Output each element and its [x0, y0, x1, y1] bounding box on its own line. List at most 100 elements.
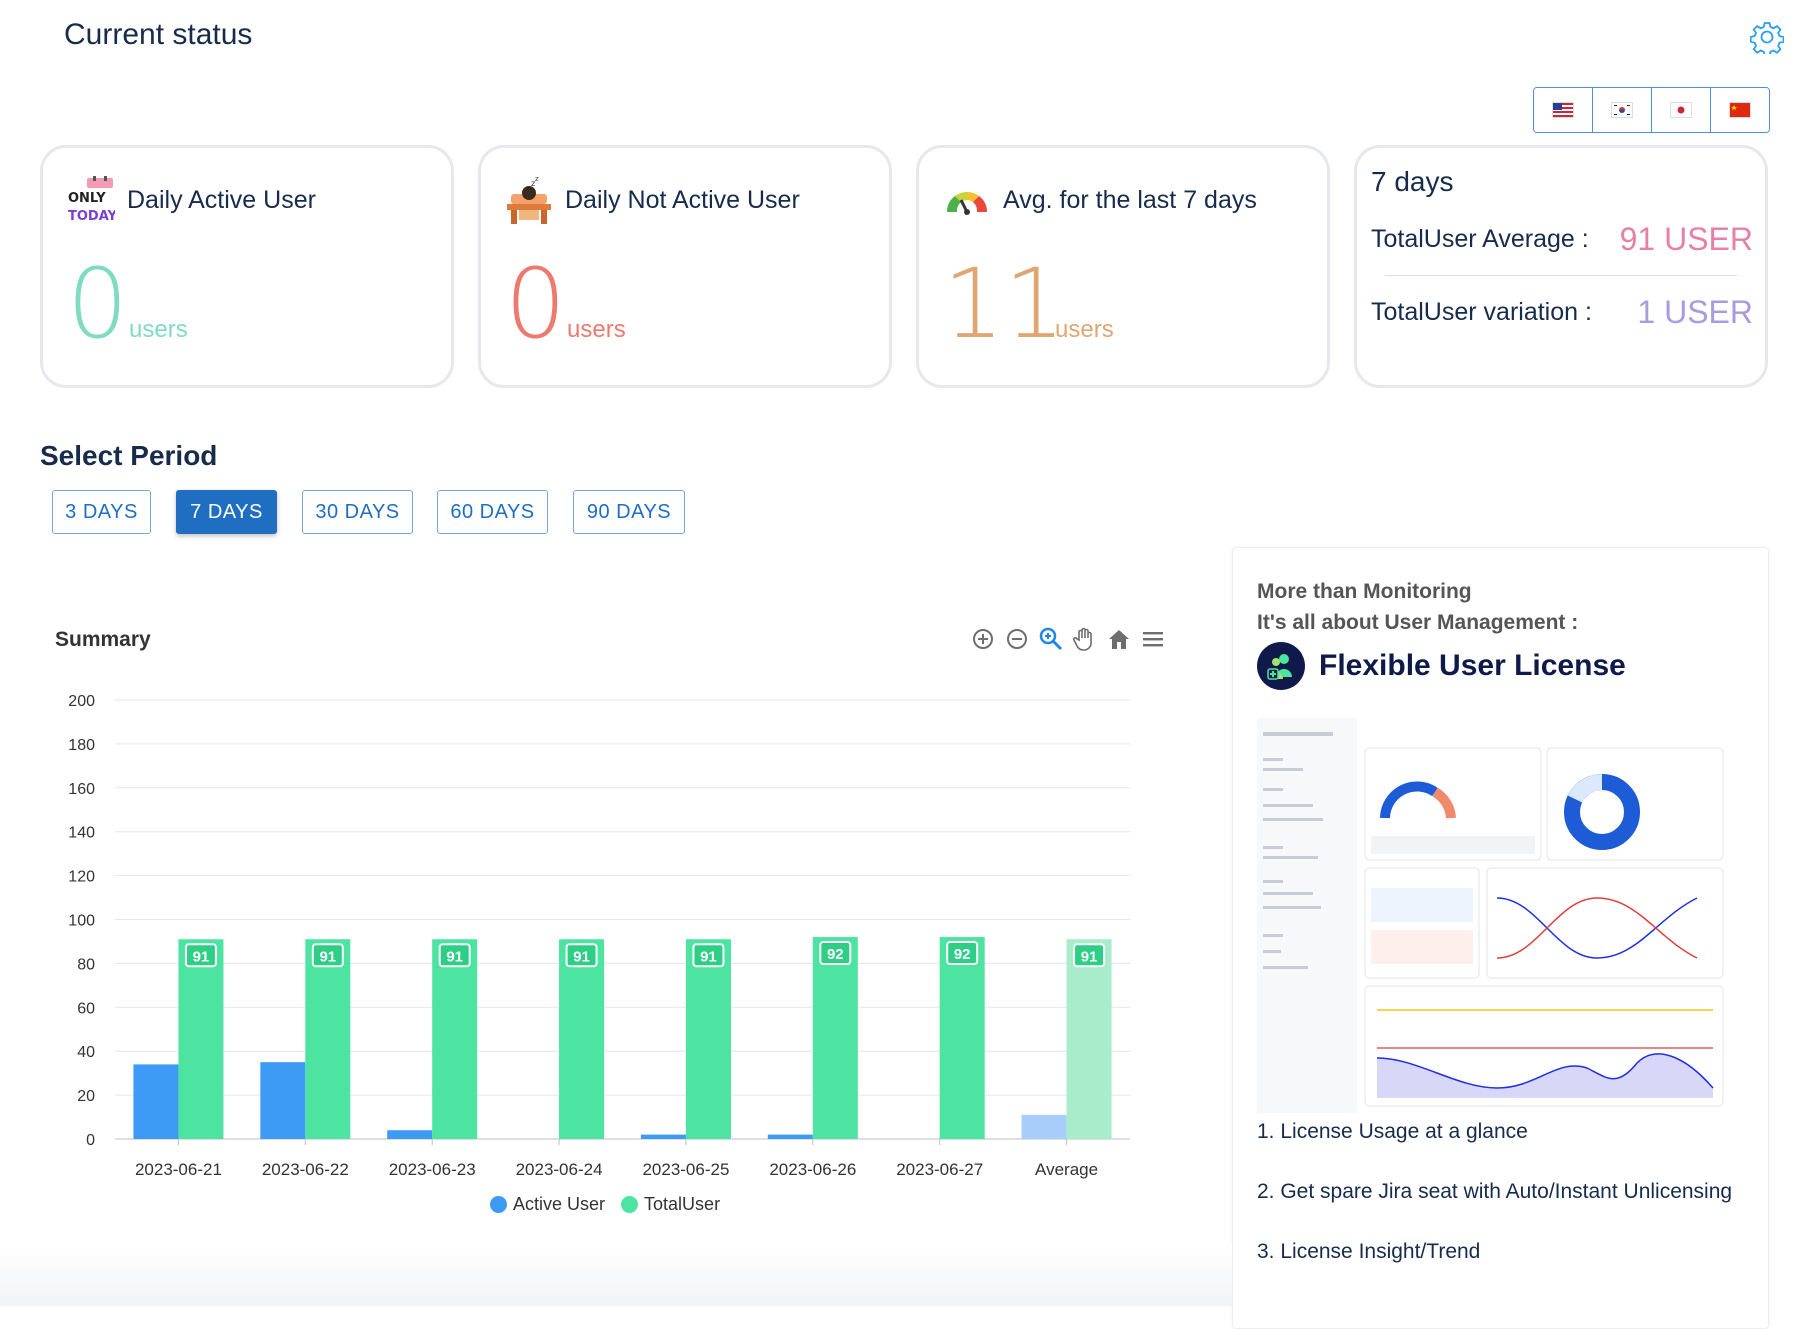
stats-label: TotalUser Average : [1371, 225, 1589, 253]
summary-bar-chart: 0 20 40 60 80 100 120 140 160 180 200 91 2023-06-21 9… [68, 693, 1130, 1179]
x-tick-label: 2023-06-25 [642, 1160, 729, 1179]
y-tick-label: 20 [77, 1088, 95, 1105]
period-90-days-button[interactable]: 90 DAYS [573, 490, 685, 534]
promo-heading: More than Monitoring It's all about User… [1257, 576, 1578, 638]
active-user-bar[interactable] [767, 1134, 813, 1139]
legend-marker [621, 1196, 639, 1213]
y-tick-label: 100 [68, 913, 95, 930]
svg-text:TODAY: TODAY [68, 209, 115, 224]
data-label: 91 [1081, 948, 1098, 965]
active-user-bar[interactable] [260, 1062, 306, 1139]
data-label-badge [184, 943, 217, 968]
jp-flag-icon [1670, 102, 1692, 118]
svg-text:z: z [531, 179, 535, 188]
page-bottom-fade [0, 1245, 1232, 1306]
promo-line-2: It's all about User Management : [1257, 611, 1579, 634]
x-tick-label: 2023-06-22 [262, 1160, 349, 1179]
page-title: Current status [64, 18, 253, 51]
data-label-badge [946, 941, 979, 966]
us-flag-icon [1552, 102, 1574, 118]
language-selector [1533, 87, 1770, 133]
total-user-bar[interactable] [178, 939, 224, 1139]
period-30-days-button[interactable]: 30 DAYS [302, 490, 413, 534]
total-user-bar[interactable] [685, 939, 731, 1139]
feature-item: 1. License Usage at a glance [1257, 1120, 1528, 1143]
period-60-days-button[interactable]: 60 DAYS [437, 490, 548, 534]
total-user-bar[interactable] [305, 939, 351, 1139]
legend-item-active-user[interactable]: Active User [490, 1194, 605, 1215]
promo-panel: More than Monitoring It's all about User… [1232, 547, 1769, 1329]
total-user-bar[interactable] [1066, 939, 1112, 1139]
period-7-days-button[interactable]: 7 DAYS [176, 490, 277, 534]
card-title: Avg. for the last 7 days [1003, 186, 1257, 214]
y-tick-label: 160 [68, 781, 95, 798]
x-tick-label: 2023-06-24 [516, 1160, 603, 1179]
language-button-ko[interactable] [1593, 88, 1652, 132]
data-label: 91 [446, 948, 463, 965]
y-tick-label: 80 [77, 956, 95, 973]
y-tick-label: 180 [68, 737, 95, 754]
active-user-bar[interactable] [133, 1064, 179, 1139]
card-title: Daily Active User [127, 186, 316, 214]
selection-zoom-icon[interactable] [1038, 626, 1064, 652]
y-tick-label: 140 [68, 825, 95, 842]
total-user-bar[interactable] [559, 939, 605, 1139]
kr-flag-icon [1611, 102, 1633, 118]
total-user-bar[interactable] [939, 937, 985, 1139]
data-label-badge [692, 943, 725, 968]
svg-text:z: z [535, 176, 539, 183]
seven-days-stats-card: 7 days TotalUser Average : 91 USER Total… [1354, 145, 1768, 388]
card-unit: users [567, 316, 626, 343]
data-label: 91 [573, 948, 590, 965]
active-user-bar[interactable] [640, 1134, 686, 1139]
speedometer-icon [943, 176, 991, 226]
legend-label: TotalUser [644, 1194, 721, 1214]
summary-chart-title: Summary [55, 628, 151, 651]
legend-item-total-user[interactable]: TotalUser [621, 1194, 720, 1215]
total-user-bar[interactable] [812, 937, 858, 1139]
pan-hand-icon[interactable] [1072, 626, 1098, 652]
period-3-days-button[interactable]: 3 DAYS [52, 490, 151, 534]
data-label-badge [565, 943, 598, 968]
data-label: 92 [827, 946, 844, 963]
total-user-variation-row: TotalUser variation : 1 USER [1371, 294, 1753, 331]
data-label: 91 [319, 948, 336, 965]
x-tick-label: Average [1035, 1160, 1098, 1179]
data-label-badge [311, 943, 344, 968]
data-label-badge [438, 943, 471, 968]
language-button-en[interactable] [1534, 88, 1593, 132]
feature-item: 3. License Insight/Trend [1257, 1240, 1481, 1263]
daily-not-active-user-card: z z Daily Not Active User 0 users [478, 145, 892, 388]
y-tick-label: 200 [68, 693, 95, 710]
active-user-bar[interactable] [1021, 1114, 1067, 1139]
x-tick-label: 2023-06-23 [389, 1160, 476, 1179]
active-user-bar[interactable] [387, 1130, 433, 1139]
language-button-ja[interactable] [1652, 88, 1711, 132]
zoom-in-icon[interactable] [970, 626, 996, 652]
settings-gear-icon[interactable] [1749, 20, 1785, 57]
brand[interactable]: Flexible User License [1257, 642, 1626, 690]
product-screenshot [1257, 718, 1735, 1113]
divider [1385, 275, 1737, 276]
total-user-bar[interactable] [432, 939, 478, 1139]
chart-toolbar [970, 626, 1166, 652]
card-title: Daily Not Active User [565, 186, 800, 214]
svg-text:ONLY: ONLY [68, 191, 106, 206]
card-unit: users [129, 316, 188, 343]
card-unit: users [1055, 316, 1114, 343]
flexible-user-license-logo-icon [1257, 642, 1305, 690]
feature-item: 2. Get spare Jira seat with Auto/Instant… [1257, 1180, 1733, 1203]
select-period-title: Select Period [40, 440, 218, 471]
card-value: 0 [505, 248, 567, 360]
stats-value: 91 USER [1619, 221, 1753, 257]
reset-home-icon[interactable] [1106, 626, 1132, 652]
card-value: 0 [67, 248, 129, 360]
y-tick-label: 60 [77, 1000, 95, 1017]
menu-icon[interactable] [1140, 626, 1166, 652]
brand-name: Flexible User License [1319, 649, 1626, 682]
sleeping-desk-icon: z z [505, 175, 553, 226]
zoom-out-icon[interactable] [1004, 626, 1030, 652]
avg-last-7-days-card: Avg. for the last 7 days 11 users [916, 145, 1330, 388]
legend-marker [490, 1196, 507, 1213]
language-button-zh[interactable] [1711, 88, 1769, 132]
